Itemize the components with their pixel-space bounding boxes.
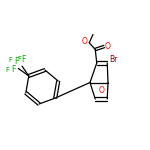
Text: F: F xyxy=(22,55,26,64)
Text: F: F xyxy=(6,67,10,73)
Text: O: O xyxy=(99,86,105,95)
Text: F: F xyxy=(14,57,18,66)
Text: Br: Br xyxy=(109,56,117,64)
Text: F: F xyxy=(18,56,22,62)
Text: O: O xyxy=(82,37,88,46)
Text: F: F xyxy=(8,57,12,63)
Text: F: F xyxy=(12,65,16,74)
Text: O: O xyxy=(105,42,111,51)
